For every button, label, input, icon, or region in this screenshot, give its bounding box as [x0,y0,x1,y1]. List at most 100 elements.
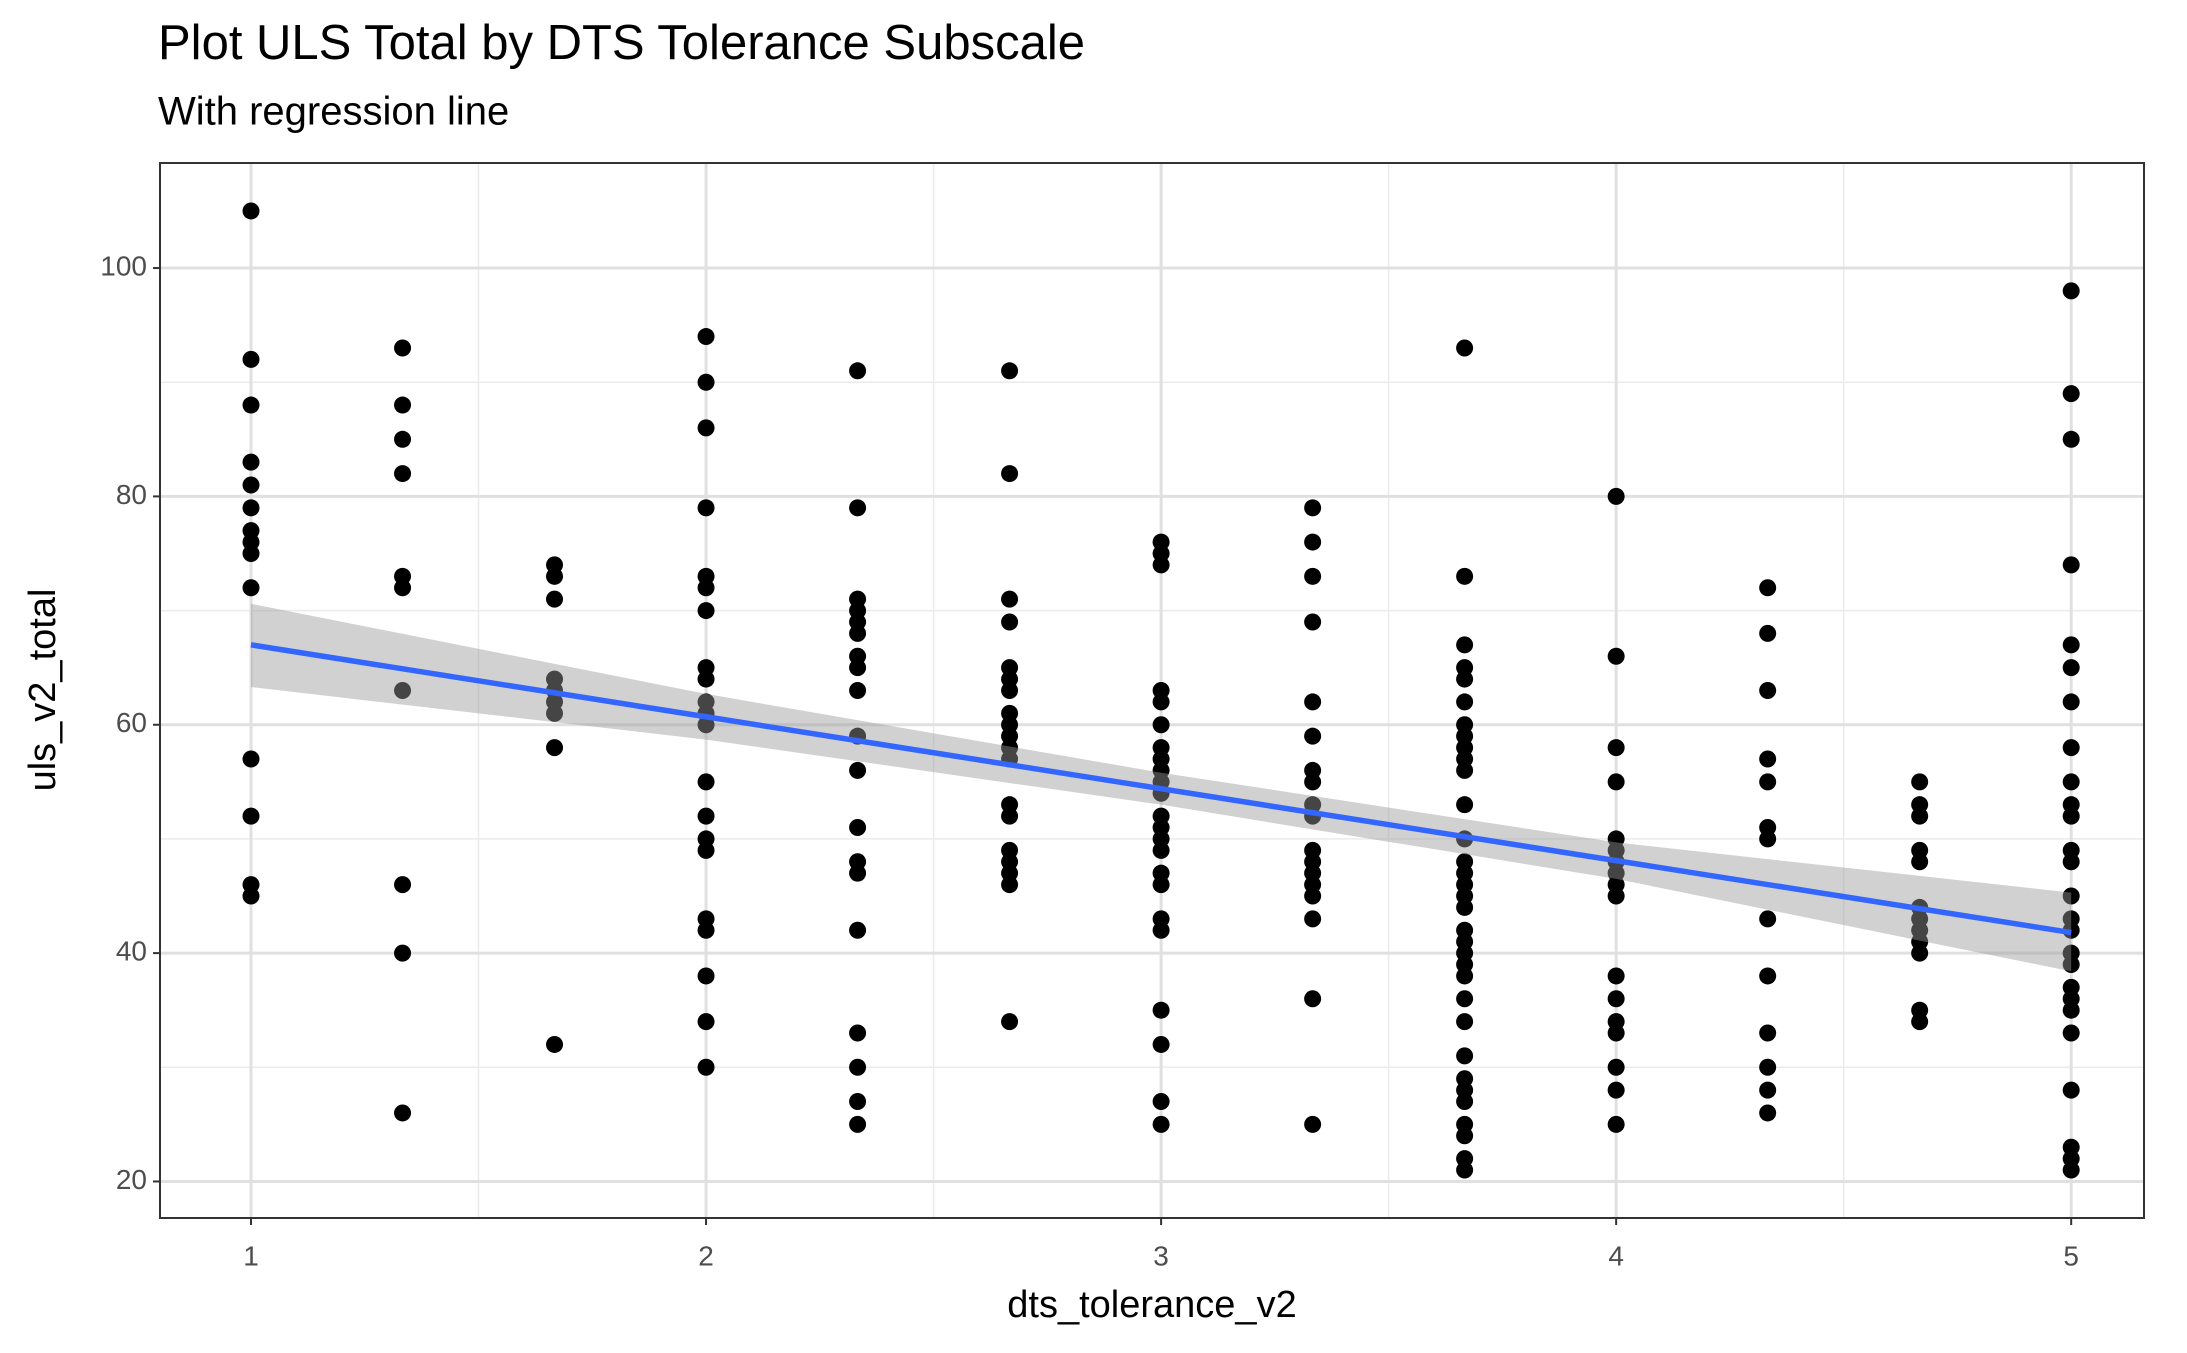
point [1911,944,1929,962]
y-axis-title: uls_v2_total [22,589,64,792]
point [849,761,867,779]
point [394,396,412,414]
point [2062,659,2080,677]
point [849,1058,867,1076]
point [1607,739,1625,757]
point [1001,465,1019,483]
point [1152,1001,1170,1019]
point [2062,636,2080,654]
point [1456,670,1474,688]
x-tick-label: 4 [1608,1240,1624,1271]
point [1152,556,1170,574]
point [1607,967,1625,985]
point [697,921,715,939]
point [546,567,564,585]
point [849,1115,867,1133]
point [2062,739,2080,757]
point [546,739,564,757]
point [697,328,715,346]
point [394,1104,412,1122]
point [1001,807,1019,825]
y-tick-label: 100 [100,250,147,281]
point [394,430,412,448]
point [242,202,260,220]
point [1759,579,1777,597]
point [849,1024,867,1042]
point [1304,990,1322,1008]
point [2062,807,2080,825]
point [1152,716,1170,734]
point [1456,1013,1474,1031]
point [849,1093,867,1111]
x-tick-label: 2 [698,1240,714,1271]
point [1456,339,1474,357]
point [242,544,260,562]
y-tick-label: 60 [116,707,147,738]
point [1456,967,1474,985]
point [394,944,412,962]
point [697,602,715,620]
point [1759,773,1777,791]
point [849,682,867,699]
point [1607,487,1625,505]
chart-subtitle: With regression line [158,90,509,134]
x-tick-label: 1 [243,1240,259,1271]
point [1001,1013,1019,1031]
point [697,967,715,985]
point [1911,1013,1929,1031]
point [1456,796,1474,814]
point [546,1035,564,1053]
point [1759,1081,1777,1099]
point [1607,1115,1625,1133]
point [1759,750,1777,768]
point [242,396,260,414]
point [394,339,412,357]
point [1607,1081,1625,1099]
point [1304,613,1322,631]
point [1911,773,1929,791]
point [2062,1001,2080,1019]
chart-title: Plot ULS Total by DTS Tolerance Subscale [158,16,1085,70]
point [849,659,867,677]
point [242,750,260,768]
point [242,476,260,494]
point [242,499,260,517]
point [1607,1058,1625,1076]
point [1456,761,1474,779]
point [1001,682,1019,699]
point [2062,1161,2080,1179]
point [242,453,260,471]
point [1456,1093,1474,1111]
point [242,807,260,825]
point [1759,682,1777,699]
point [1759,1058,1777,1076]
point [1456,1161,1474,1179]
point [2062,956,2080,974]
point [1152,1115,1170,1133]
point [1304,533,1322,551]
point [1001,613,1019,631]
point [849,499,867,517]
point [242,350,260,368]
regression-line [250,642,2072,936]
point [697,841,715,859]
point [394,876,412,894]
point [697,579,715,597]
point [1607,647,1625,665]
point [697,1058,715,1076]
point [2062,887,2080,905]
point [1304,887,1322,905]
point [697,499,715,517]
x-tick-label: 5 [2063,1240,2079,1271]
y-tick-label: 20 [116,1164,147,1195]
point [1001,876,1019,894]
point [1304,910,1322,928]
x-tick-label: 3 [1153,1240,1169,1271]
point [1607,773,1625,791]
point [2062,1024,2080,1042]
point [2062,385,2080,403]
point [546,590,564,608]
point [1607,1024,1625,1042]
point [2062,282,2080,300]
